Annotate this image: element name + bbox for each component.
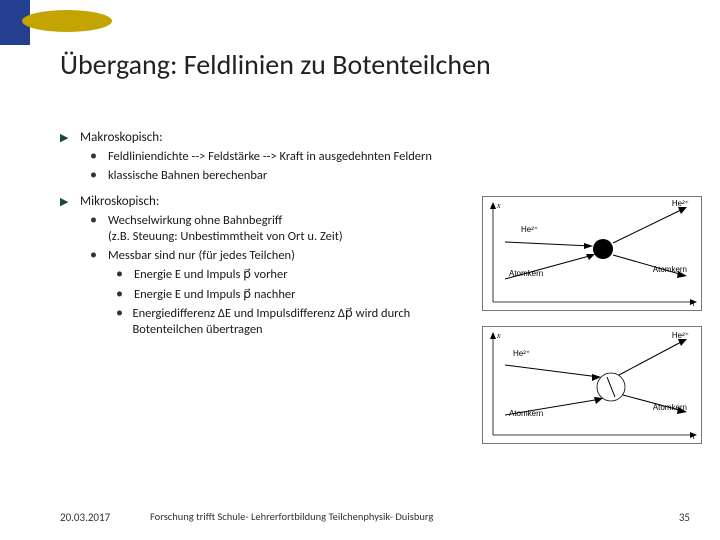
bullet-macro-sub1: • Feldliniendichte --> Feldstärke --> Kr… [90, 149, 480, 165]
bullet-micro-sub2c: • Energiedifferenz ΔE und Impulsdifferen… [116, 306, 480, 339]
label-he-out: He²⁺ [672, 331, 689, 340]
bullet-macro-label: Makroskopisch: [80, 130, 163, 145]
triangle-bullet-icon: ▶ [60, 131, 72, 144]
bullet-micro-sub2: • Messbar sind nur (für jedes Teilchen) [90, 248, 480, 264]
logo-yellow-ellipse [22, 10, 112, 32]
axis-t-label: t [693, 299, 695, 308]
footer-page-number: 35 [660, 511, 690, 524]
bullet-micro: ▶ Mikroskopisch: [60, 194, 480, 209]
bullet-micro-label: Mikroskopisch: [80, 194, 159, 209]
diagram1-svg [483, 197, 703, 312]
label-nucleus-in: Atomkern [509, 409, 543, 418]
footer-date: 20.03.2017 [60, 511, 150, 524]
label-nucleus-in: Atomkern [509, 269, 543, 278]
footer-text: Forschung trifft Schule- Lehrerfortbildu… [150, 511, 660, 524]
bullet-macro-sub2: • klassische Bahnen berechenbar [90, 168, 480, 184]
axis-t-label: t [693, 432, 695, 441]
label-nucleus-out: Atomkern [653, 265, 687, 274]
bullet-micro-sub2b: • Energie E und Impuls p⃗ nachher [116, 287, 480, 303]
dot-bullet-icon: • [116, 306, 124, 320]
dot-bullet-icon: • [90, 213, 100, 227]
label-he-in: He²⁺ [513, 349, 530, 358]
dot-bullet-icon: • [116, 267, 126, 281]
label-he-in: He²⁺ [521, 225, 538, 234]
dot-bullet-icon: • [90, 149, 100, 163]
slide-footer: 20.03.2017 Forschung trifft Schule- Lehr… [60, 511, 690, 524]
diagram2-svg [483, 327, 703, 445]
slide-title: Übergang: Feldlinien zu Botenteilchen [60, 50, 491, 81]
diagram-classical-scattering: x t He²⁺ He²⁺ Atomkern Atomkern [482, 196, 702, 311]
axis-x-label: x [497, 331, 501, 340]
bullet-micro-sub2a: • Energie E und Impuls p⃗ vorher [116, 267, 480, 283]
triangle-bullet-icon: ▶ [60, 195, 72, 208]
dot-bullet-icon: • [90, 248, 100, 262]
bullet-micro-sub1: • Wechselwirkung ohne Bahnbegriff (z.B. … [90, 213, 480, 246]
dot-bullet-icon: • [90, 168, 100, 182]
label-he-out: He²⁺ [672, 199, 689, 208]
label-nucleus-out: Atomkern [653, 403, 687, 412]
content-area: ▶ Makroskopisch: • Feldliniendichte --> … [60, 130, 480, 341]
axis-x-label: x [497, 201, 501, 210]
dot-bullet-icon: • [116, 287, 126, 301]
bullet-macro: ▶ Makroskopisch: [60, 130, 480, 145]
slide-logo [0, 0, 130, 45]
diagram-exchange-particle: x t He²⁺ He²⁺ Atomkern Atomkern [482, 326, 702, 444]
